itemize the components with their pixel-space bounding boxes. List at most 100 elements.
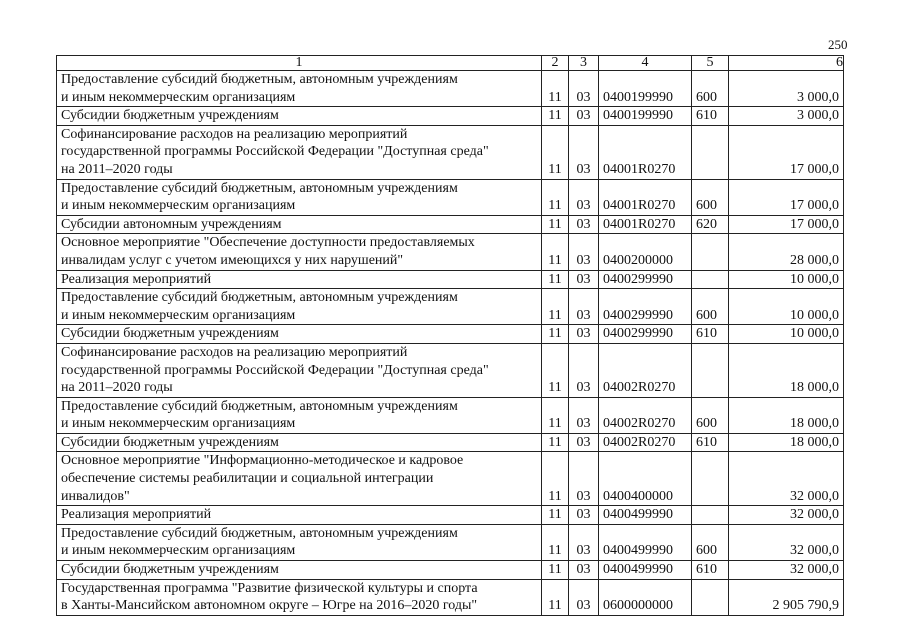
table-row: Субсидии бюджетным учреждениям 11 03 040019… [56,106,844,126]
row-value-cell: 2 905 790,9 [728,578,844,616]
row-value-cell: 04001R0270 [598,214,692,235]
row-value-cell: 0400299990 [598,324,692,344]
row-value-cell: 11 [541,106,569,126]
row-name-cell: Государственная программа "Развитие физи… [56,578,542,616]
table-row: Софинансирование расходов на реализацию … [56,342,844,398]
row-name-cell: Предоставление субсидий бюджетным, автон… [56,523,542,562]
row-value-cell: 17 000,0 [728,178,844,216]
row-name-cell: Субсидии бюджетным учреждениям [56,432,542,453]
row-value-cell: 11 [541,505,569,525]
row-value-cell: 11 [541,396,569,434]
table-row: Субсидии бюджетным учреждениям 11 03 040049… [56,560,844,580]
row-value-cell: 11 [541,342,569,398]
table-row: Предоставление субсидий бюджетным, автон… [56,178,844,216]
row-value-cell: 03 [568,451,599,507]
row-value-cell: 18 000,0 [728,396,844,434]
row-value-cell: 0400499990 [598,560,692,580]
row-value-cell: 32 000,0 [728,451,844,507]
row-value-cell [691,451,729,507]
row-value-cell: 03 [568,342,599,398]
row-value-cell: 600 [691,396,729,434]
row-name-cell: Субсидии бюджетным учреждениям [56,560,542,580]
table-row: Субсидии бюджетным учреждениям 11 03 040029… [56,324,844,344]
row-value-cell [691,124,729,180]
row-value-cell: 0400199990 [598,69,692,108]
row-value-cell [691,578,729,616]
row-value-cell: 610 [691,106,729,126]
row-value-cell [691,342,729,398]
row-value-cell: 11 [541,69,569,108]
row-name-cell: Предоставление субсидий бюджетным, автон… [56,396,542,434]
table-row: Предоставление субсидий бюджетным, автон… [56,396,844,434]
row-value-cell [691,505,729,525]
row-value-cell: 03 [568,432,599,453]
row-name-cell: Субсидии бюджетным учреждениям [56,106,542,126]
row-value-cell: 03 [568,288,599,326]
row-value-cell: 11 [541,451,569,507]
row-value-cell: 03 [568,269,599,290]
table-header-row: 1 2 3 4 5 6 [56,55,844,71]
row-value-cell: 17 000,0 [728,214,844,235]
row-value-cell: 03 [568,505,599,525]
row-value-cell: 0600000000 [598,578,692,616]
row-value-cell: 03 [568,560,599,580]
row-value-cell: 600 [691,288,729,326]
row-value-cell: 11 [541,269,569,290]
row-value-cell: 10 000,0 [728,288,844,326]
table-row: Софинансирование расходов на реализацию … [56,124,844,180]
table-row: Субсидии автономным учреждениям 11 03 04001… [56,214,844,235]
row-value-cell: 11 [541,124,569,180]
table-row: Предоставление субсидий бюджетным, автон… [56,523,844,562]
row-value-cell: 0400499990 [598,523,692,562]
row-name-cell: Основное мероприятие "Информационно-мето… [56,451,542,507]
row-value-cell: 11 [541,324,569,344]
row-value-cell: 11 [541,523,569,562]
column-header: 2 [541,55,569,71]
row-value-cell: 03 [568,178,599,216]
row-value-cell: 610 [691,560,729,580]
row-value-cell: 11 [541,288,569,326]
row-value-cell: 10 000,0 [728,324,844,344]
column-header: 6 [728,55,844,71]
table-row: Субсидии бюджетным учреждениям 11 03 04002R… [56,432,844,453]
row-value-cell: 11 [541,233,569,271]
row-name-cell: Основное мероприятие "Обеспечение доступ… [56,233,542,271]
row-value-cell: 32 000,0 [728,505,844,525]
row-value-cell: 04001R0270 [598,178,692,216]
row-value-cell: 18 000,0 [728,432,844,453]
row-name-cell: Реализация мероприятий [56,269,542,290]
row-value-cell: 610 [691,324,729,344]
row-value-cell: 03 [568,324,599,344]
row-value-cell: 3 000,0 [728,69,844,108]
row-value-cell: 11 [541,178,569,216]
row-value-cell: 03 [568,396,599,434]
row-value-cell: 0400400000 [598,451,692,507]
table-row: Реализация мероприятий 11 03 0400299990 10 0… [56,269,844,290]
row-name-cell: Софинансирование расходов на реализацию … [56,124,542,180]
row-value-cell: 03 [568,233,599,271]
row-value-cell: 11 [541,432,569,453]
row-value-cell: 11 [541,560,569,580]
row-value-cell: 03 [568,214,599,235]
table-row: Реализация мероприятий 11 03 0400499990 32 0… [56,505,844,525]
row-value-cell: 0400299990 [598,288,692,326]
row-value-cell [691,233,729,271]
row-value-cell: 620 [691,214,729,235]
row-name-cell: Реализация мероприятий [56,505,542,525]
row-value-cell: 03 [568,124,599,180]
row-value-cell: 600 [691,523,729,562]
table-row: Предоставление субсидий бюджетным, автон… [56,288,844,326]
page-number: 250 [828,37,848,52]
row-value-cell: 32 000,0 [728,560,844,580]
row-value-cell: 04002R0270 [598,432,692,453]
row-value-cell [691,269,729,290]
row-value-cell: 03 [568,69,599,108]
row-value-cell: 04001R0270 [598,124,692,180]
row-value-cell: 3 000,0 [728,106,844,126]
row-name-cell: Предоставление субсидий бюджетным, автон… [56,69,542,108]
budget-table: 1 2 3 4 5 6 Предоставление субсидий бюдж… [56,55,844,616]
row-value-cell: 04002R0270 [598,396,692,434]
row-value-cell: 0400499990 [598,505,692,525]
row-value-cell: 03 [568,106,599,126]
row-value-cell: 610 [691,432,729,453]
